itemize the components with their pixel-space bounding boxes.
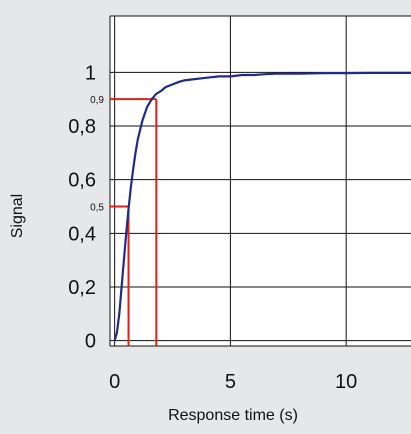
annotations: 0,5 0,9 [90,95,158,346]
x-tick-label-1: 5 [225,371,236,393]
series-line-0 [113,71,411,341]
y-tick-label-4: 0,8 [68,116,96,138]
y-tick-label-0: 0 [85,331,96,353]
y-axis-title: Signal [9,194,26,238]
y-tick-label-1: 0,2 [68,277,96,299]
x-tick-labels: 0 5 10 [109,371,357,393]
series [113,71,411,341]
y-tick-label-5: 1 [85,62,96,84]
y-tick-labels: 0 0,2 0,4 0,6 0,8 1 [68,62,96,352]
annotation-label-0: 0,5 [90,202,104,213]
plot-background [110,16,411,346]
annotation-label-1: 0,9 [90,95,104,106]
grid [109,15,411,347]
y-tick-label-3: 0,6 [68,170,96,192]
x-tick-label-0: 0 [109,371,120,393]
x-tick-label-2: 10 [335,371,357,393]
x-axis-title: Response time (s) [168,407,298,424]
y-tick-label-2: 0,4 [68,223,96,245]
